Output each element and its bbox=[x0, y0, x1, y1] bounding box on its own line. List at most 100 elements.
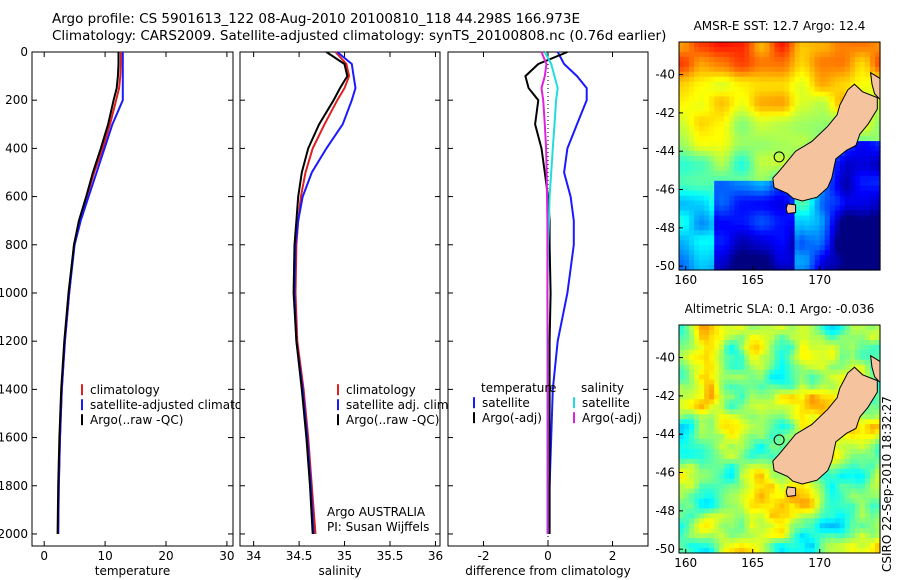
map-cell bbox=[724, 503, 730, 509]
map-cell bbox=[779, 265, 786, 271]
map-cell bbox=[784, 230, 791, 236]
map-cell bbox=[764, 146, 770, 152]
map-cell bbox=[854, 235, 861, 241]
map-cell bbox=[834, 250, 841, 256]
map-cell bbox=[739, 444, 745, 450]
map-cell bbox=[804, 240, 811, 246]
map-cell bbox=[684, 533, 690, 539]
map-cell bbox=[754, 334, 760, 341]
land-stewart-island bbox=[785, 203, 797, 215]
map-cell bbox=[729, 369, 735, 376]
map-cell bbox=[734, 175, 740, 182]
map-cell bbox=[819, 503, 826, 509]
map-cell bbox=[859, 86, 866, 93]
map-cell bbox=[719, 533, 725, 539]
map-cell bbox=[804, 106, 811, 112]
map-cell bbox=[744, 394, 750, 400]
profile-annotation: PI: Susan Wijffels bbox=[327, 520, 429, 534]
map-cell bbox=[854, 245, 861, 251]
map-cell bbox=[739, 359, 745, 366]
map-cell bbox=[864, 205, 871, 212]
map-cell bbox=[829, 518, 836, 524]
map-cell bbox=[804, 369, 811, 376]
map-cell bbox=[704, 513, 710, 519]
map-cell bbox=[729, 205, 735, 212]
map-cell bbox=[829, 493, 836, 500]
map-cell bbox=[814, 245, 821, 251]
map-cell bbox=[754, 493, 760, 500]
map-cell bbox=[749, 245, 755, 251]
map-cell bbox=[824, 96, 831, 103]
map-cell bbox=[679, 161, 685, 167]
map-cell bbox=[684, 394, 690, 400]
map-cell bbox=[809, 528, 816, 534]
map-cell bbox=[829, 508, 836, 514]
map-cell bbox=[684, 185, 690, 192]
map-cell bbox=[679, 205, 685, 212]
map-cell bbox=[744, 47, 750, 53]
map-cell bbox=[709, 404, 715, 410]
sla_map-title: Altimetric SLA: 0.1 Argo: -0.036 bbox=[685, 302, 875, 316]
map-cell bbox=[819, 47, 826, 53]
map-cell bbox=[819, 518, 826, 524]
map-cell bbox=[699, 334, 705, 341]
map-cell bbox=[739, 538, 745, 544]
map-cell bbox=[854, 325, 861, 331]
map-cell bbox=[854, 66, 861, 73]
map-cell bbox=[859, 453, 866, 460]
map-cell bbox=[854, 225, 861, 231]
map-cell bbox=[870, 146, 876, 152]
map-cell bbox=[834, 195, 841, 202]
map-cell bbox=[709, 548, 715, 554]
map-cell bbox=[714, 330, 720, 336]
map-cell bbox=[819, 488, 826, 495]
map-cell bbox=[679, 424, 685, 430]
map-cell bbox=[774, 419, 781, 425]
map-cell bbox=[859, 200, 866, 207]
map-cell bbox=[684, 101, 690, 108]
map-cell bbox=[789, 548, 796, 554]
map-cell bbox=[814, 265, 821, 271]
map-cell bbox=[689, 528, 695, 534]
map-cell bbox=[679, 414, 685, 420]
map-cell bbox=[764, 404, 770, 410]
map-cell bbox=[709, 325, 715, 331]
map-cell bbox=[819, 384, 826, 391]
map-cell bbox=[679, 448, 685, 455]
map-cell bbox=[829, 180, 836, 187]
map-cell bbox=[689, 131, 695, 137]
map-cell bbox=[724, 240, 730, 246]
map-cell bbox=[784, 136, 791, 142]
map-cell bbox=[739, 498, 745, 505]
map-cell bbox=[864, 503, 871, 509]
map-cell bbox=[734, 81, 740, 88]
map-cell bbox=[704, 330, 710, 336]
map-cell bbox=[734, 349, 740, 356]
map-cell bbox=[729, 379, 735, 386]
map-cell bbox=[779, 389, 786, 395]
map-cell bbox=[739, 349, 745, 356]
map-cell bbox=[739, 478, 745, 485]
map-cell bbox=[839, 339, 846, 346]
map-cell bbox=[729, 81, 735, 88]
map-cell bbox=[844, 47, 851, 53]
map-cell bbox=[875, 444, 881, 450]
map-cell bbox=[724, 374, 730, 381]
map-cell bbox=[779, 91, 786, 98]
map-cell bbox=[724, 478, 730, 485]
map-cell bbox=[759, 359, 765, 366]
map-cell bbox=[749, 483, 755, 490]
map-cell bbox=[744, 200, 750, 207]
map-cell bbox=[769, 146, 776, 152]
map-cell bbox=[704, 116, 710, 122]
map-cell bbox=[849, 503, 856, 509]
map-cell bbox=[849, 265, 856, 271]
map-cell bbox=[814, 503, 821, 509]
map-cell bbox=[784, 424, 791, 430]
map-cell bbox=[734, 414, 740, 420]
map-cell bbox=[864, 483, 871, 490]
map-cell bbox=[875, 265, 881, 271]
map-cell bbox=[709, 379, 715, 386]
map-cell bbox=[729, 508, 735, 514]
map-cell bbox=[714, 543, 720, 549]
